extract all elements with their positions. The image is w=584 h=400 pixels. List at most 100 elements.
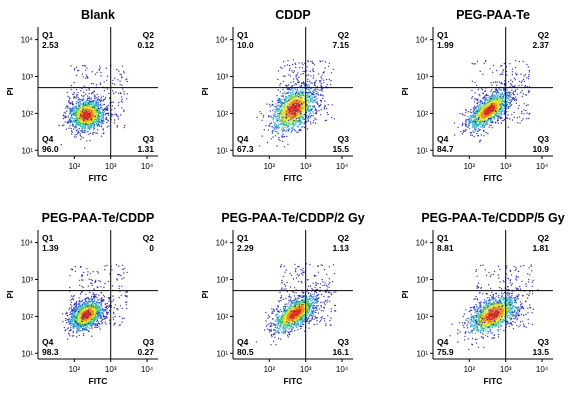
y-tick-label: 10¹ [21,349,33,358]
x-axis-label: FITC [484,173,503,183]
quadrant-percentage: 80.5 [237,347,254,357]
quadrant-name: Q3 [538,337,550,347]
quadrant-percentage: 2.53 [42,40,59,50]
y-tick-label: 10² [216,312,228,321]
quadrant-name: Q1 [437,30,449,40]
quadrant-name: Q1 [42,30,54,40]
y-tick-label: 10⁴ [21,36,34,45]
quadrant-percentage: 8.81 [437,243,454,253]
panel-title: PEG-PAA-Te/CDDP/2 Gy [221,211,364,225]
y-tick-label: 10² [21,109,33,118]
y-axis-label: PI [200,290,210,298]
y-axis-label: PI [400,290,410,298]
x-tick-label: 10³ [300,162,312,171]
panel-title: PEG-PAA-Te/CDDP/5 Gy [421,211,564,225]
quadrant-percentage: 1.81 [532,243,549,253]
event-dots [245,263,337,346]
quadrant-name: Q2 [538,30,550,40]
quadrant-percentage: 15.5 [332,144,349,154]
x-tick-label: 10⁴ [141,162,154,171]
quadrant-name: Q4 [237,337,249,347]
y-tick-label: 10⁴ [416,239,429,248]
x-tick-label: 10³ [300,365,312,374]
quadrant-percentage: 10.9 [532,144,549,154]
y-tick-label: 10² [416,312,428,321]
y-tick-label: 10³ [21,276,33,285]
x-tick-label: 10² [264,365,276,374]
quadrant-name: Q2 [338,30,350,40]
quadrant-name: Q4 [237,134,249,144]
x-tick-label: 10⁴ [336,162,349,171]
y-tick-label: 10⁴ [21,239,34,248]
quadrant-percentage: 0.12 [137,40,154,50]
quadrant-name: Q2 [143,30,155,40]
x-tick-label: 10² [69,365,81,374]
x-tick-label: 10³ [500,162,512,171]
x-axis-label: FITC [284,173,303,183]
quadrant-name: Q2 [143,233,155,243]
quadrant-percentage: 7.15 [332,40,349,50]
panel-title: Blank [81,8,115,22]
y-tick-label: 10³ [21,73,33,82]
quadrant-name: Q4 [437,337,449,347]
x-axis-label: FITC [89,376,108,386]
y-axis-label: PI [200,87,210,95]
x-tick-label: 10³ [105,365,117,374]
quadrant-name: Q3 [538,134,550,144]
x-axis-label: FITC [284,376,303,386]
quadrant-percentage: 1.39 [42,243,59,253]
quadrant-percentage: 10.0 [237,40,254,50]
quadrant-percentage: 2.29 [237,243,254,253]
panel-title: CDDP [275,8,310,22]
quadrant-name: Q3 [143,134,155,144]
quadrant-name: Q2 [538,233,550,243]
y-tick-label: 10⁴ [216,36,229,45]
quadrant-name: Q3 [143,337,155,347]
x-axis-label: FITC [484,376,503,386]
x-tick-label: 10² [69,162,81,171]
quadrant-name: Q3 [338,134,350,144]
panel-title: PEG-PAA-Te [456,8,530,22]
event-dots [256,59,335,148]
quadrant-percentage: 1.99 [437,40,454,50]
facs-panel-1: Blank 10² 10³ 10⁴ 10¹ 10² 10³ 10⁴ FITC PI Q12.53 Q2… [5,8,158,183]
quadrant-percentage: 0.27 [137,347,154,357]
y-tick-label: 10³ [416,276,428,285]
x-tick-label: 10² [464,162,476,171]
quadrant-name: Q3 [338,337,350,347]
facs-panel-6: PEG-PAA-Te/CDDP/5 Gy 10² 10³ 10⁴ 10¹ 10² 10³ 10… [400,211,565,386]
quadrant-percentage: 13.5 [532,347,549,357]
quadrant-percentage: 2.37 [532,40,549,50]
y-tick-label: 10² [21,312,33,321]
y-tick-label: 10³ [216,73,228,82]
panel-title: PEG-PAA-Te/CDDP [42,211,155,225]
y-tick-label: 10³ [216,276,228,285]
y-tick-label: 10² [216,109,228,118]
y-tick-label: 10² [416,109,428,118]
quadrant-name: Q4 [437,134,449,144]
event-dots [453,59,531,143]
event-dots [45,64,128,149]
quadrant-percentage: 0 [149,243,154,253]
y-tick-label: 10³ [416,73,428,82]
quadrant-name: Q1 [437,233,449,243]
x-tick-label: 10⁴ [536,162,549,171]
quadrant-percentage: 1.13 [332,243,349,253]
x-tick-label: 10⁴ [141,365,154,374]
y-tick-label: 10⁴ [216,239,229,248]
quadrant-name: Q1 [42,233,54,243]
quadrant-percentage: 75.9 [437,347,454,357]
quadrant-percentage: 84.7 [437,144,454,154]
x-tick-label: 10² [264,162,276,171]
quadrant-percentage: 96.0 [42,144,59,154]
event-dots [61,264,129,340]
x-tick-label: 10² [464,365,476,374]
facs-panel-4: PEG-PAA-Te/CDDP 10² 10³ 10⁴ 10¹ 10² 10³ 10⁴ FITC… [5,211,158,386]
quadrant-percentage: 1.31 [137,144,154,154]
quadrant-percentage: 67.3 [237,144,254,154]
x-tick-label: 10⁴ [536,365,549,374]
quadrant-name: Q4 [42,337,54,347]
quadrant-name: Q1 [237,30,249,40]
